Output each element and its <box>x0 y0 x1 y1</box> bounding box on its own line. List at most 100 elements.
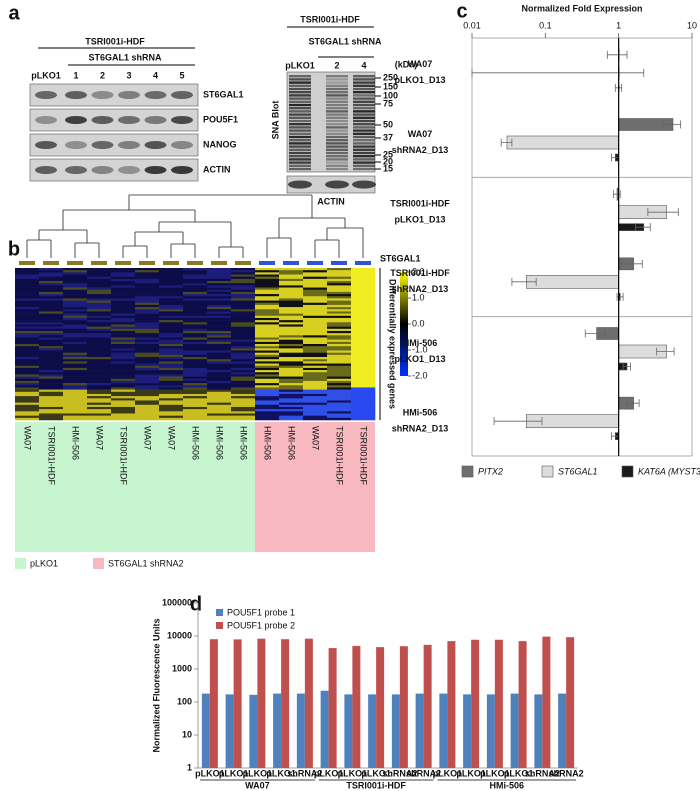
group-band <box>255 422 375 552</box>
heatmap-cell <box>255 396 280 399</box>
lane-label: 3 <box>126 70 131 80</box>
sample-marker <box>139 261 155 265</box>
heatmap-cell <box>303 281 328 284</box>
heatmap-cell <box>303 322 328 325</box>
sample-marker <box>115 261 131 265</box>
blot-band <box>65 91 87 99</box>
heatmap-cell <box>231 272 256 275</box>
heatmap-cell <box>303 396 328 399</box>
heatmap-cell <box>351 370 376 373</box>
heatmap-cell <box>87 298 112 301</box>
heatmap-cell <box>183 287 208 291</box>
heatmap-cell <box>63 365 88 369</box>
heatmap-cell <box>279 359 304 362</box>
heatmap-cell <box>63 298 88 301</box>
heatmap-cell <box>255 296 280 299</box>
smear-band <box>326 107 348 110</box>
heatmap-cell <box>63 372 88 375</box>
heatmap-cell <box>255 278 280 282</box>
heatmap-cell <box>159 268 184 271</box>
x-tick-label: shRNA2 <box>406 768 441 778</box>
heatmap-cell <box>351 361 376 364</box>
heatmap-cell <box>39 417 64 421</box>
heatmap-cell <box>183 359 208 362</box>
heatmap-cell <box>279 300 304 304</box>
heatmap-cell <box>135 376 160 380</box>
error-bar <box>626 399 640 408</box>
heatmap-cell <box>207 296 232 299</box>
heatmap-cell <box>183 341 208 345</box>
heatmap-cell <box>279 333 304 336</box>
heatmap-cell <box>255 298 280 301</box>
heatmap-cell <box>351 309 376 312</box>
heatmap-cell <box>15 298 40 301</box>
heatmap-cell <box>39 337 64 340</box>
heatmap-cell <box>87 391 112 395</box>
heatmap-cell <box>207 339 232 343</box>
band-label: POU5F1 <box>203 114 238 124</box>
heatmap-cell <box>279 307 304 310</box>
heatmap-cell <box>279 389 304 393</box>
panel-label: c <box>456 0 467 22</box>
sample-marker <box>307 261 323 265</box>
heatmap-cell <box>87 291 112 295</box>
blot-band <box>35 116 57 124</box>
sample-label: WA07 <box>311 426 321 450</box>
heatmap-cell <box>63 339 88 343</box>
heatmap-cell <box>111 404 136 408</box>
smear-band <box>353 126 375 129</box>
heatmap-cell <box>87 324 112 327</box>
heatmap-cell <box>327 287 352 291</box>
bar <box>415 693 424 768</box>
heatmap-cell <box>15 285 40 288</box>
legend-swatch <box>541 465 554 478</box>
heatmap-cell <box>135 417 160 421</box>
heatmap-cell <box>159 372 184 375</box>
heatmap-cell <box>303 411 328 414</box>
heatmap-cell <box>63 415 88 419</box>
heatmap-cell <box>39 344 64 347</box>
heatmap-cell <box>63 300 88 304</box>
heatmap-cell <box>279 328 304 332</box>
heatmap-cell <box>63 406 88 410</box>
heatmap-cell <box>303 317 328 321</box>
heatmap-cell <box>111 374 136 377</box>
heatmap-cell <box>207 398 232 401</box>
heatmap-cell <box>135 315 160 319</box>
heatmap-cell <box>111 400 136 403</box>
y-tick-label: 100000 <box>162 597 192 607</box>
blot-band <box>171 116 193 124</box>
heatmap-cell <box>111 415 136 419</box>
heatmap-cell <box>135 300 160 304</box>
heatmap-cell <box>183 415 208 419</box>
heatmap-cell <box>255 330 280 334</box>
heatmap-cell <box>87 302 112 306</box>
heatmap-cell <box>279 335 304 338</box>
smear-band <box>326 103 348 107</box>
heatmap-cell <box>183 272 208 275</box>
heatmap-cell <box>87 333 112 336</box>
heatmap-cell <box>279 330 304 334</box>
heatmap-cell <box>183 357 208 360</box>
heatmap-cell <box>303 387 328 390</box>
heatmap-cell <box>111 296 136 299</box>
heatmap-cell <box>351 326 376 330</box>
heatmap-cell <box>15 337 40 340</box>
x-tick-label: shRNA2 <box>287 768 322 778</box>
colorbar-label: 2.0 <box>412 266 425 276</box>
heatmap-cell <box>255 400 280 403</box>
heatmap-cell <box>63 359 88 362</box>
heatmap-cell <box>351 311 376 314</box>
category-label: TSRI001i-HDF <box>390 199 450 209</box>
heatmap-cell <box>159 411 184 414</box>
heatmap-cell <box>87 270 112 273</box>
heatmap-cell <box>87 300 112 304</box>
heatmap-cell <box>303 400 328 403</box>
heatmap-cell <box>15 333 40 336</box>
heatmap-cell <box>15 363 40 367</box>
blot-band <box>65 166 87 174</box>
heatmap-cell <box>327 337 352 340</box>
heatmap-cell <box>183 354 208 358</box>
heatmap-cell <box>39 276 64 280</box>
heatmap-cell <box>159 389 184 393</box>
